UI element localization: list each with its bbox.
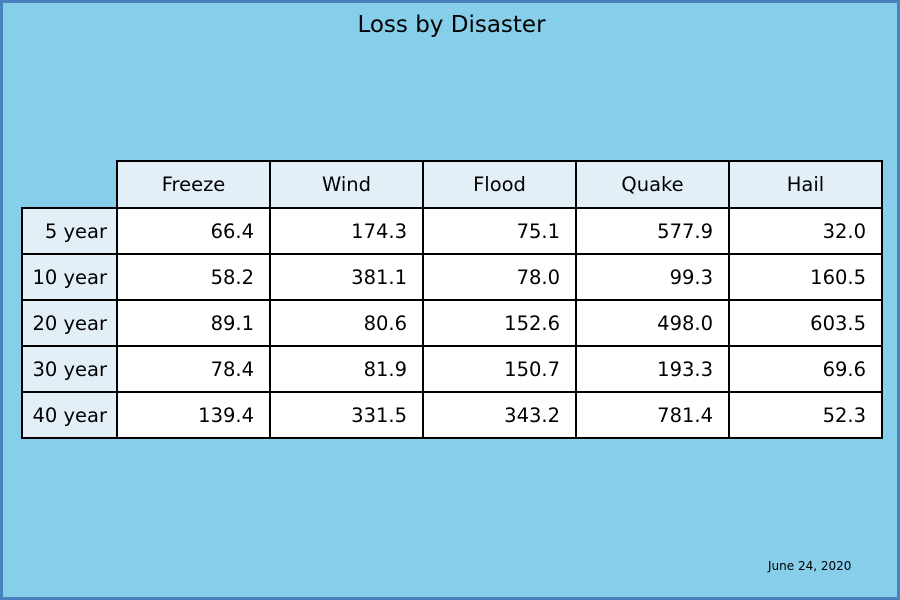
table-cell: 32.0	[728, 207, 883, 255]
table-cell: 577.9	[575, 207, 730, 255]
table-cell: 75.1	[422, 207, 577, 255]
table-row: 10 year 58.2 381.1 78.0 99.3 160.5	[21, 253, 883, 301]
table-cell: 69.6	[728, 345, 883, 393]
column-header-flood: Flood	[422, 160, 577, 209]
table-cell: 174.3	[269, 207, 424, 255]
column-header-wind: Wind	[269, 160, 424, 209]
table-cell: 80.6	[269, 299, 424, 347]
table-row: 5 year 66.4 174.3 75.1 577.9 32.0	[21, 207, 883, 255]
table-cell: 52.3	[728, 391, 883, 439]
table-cell: 89.1	[116, 299, 271, 347]
table-cell: 781.4	[575, 391, 730, 439]
table-cell: 160.5	[728, 253, 883, 301]
loss-table: Freeze Wind Flood Quake Hail 5 year 66.4…	[21, 160, 883, 439]
table-cell: 331.5	[269, 391, 424, 439]
table-cell: 66.4	[116, 207, 271, 255]
row-header: 30 year	[21, 345, 118, 393]
column-header-hail: Hail	[728, 160, 883, 209]
row-header: 20 year	[21, 299, 118, 347]
table-header-row: Freeze Wind Flood Quake Hail	[22, 160, 883, 209]
row-header: 5 year	[21, 207, 118, 255]
row-header: 10 year	[21, 253, 118, 301]
row-header: 40 year	[21, 391, 118, 439]
table-cell: 139.4	[116, 391, 271, 439]
table-cell: 78.0	[422, 253, 577, 301]
table-cell: 603.5	[728, 299, 883, 347]
table-cell: 152.6	[422, 299, 577, 347]
table-row: 30 year 78.4 81.9 150.7 193.3 69.6	[21, 345, 883, 393]
table-cell: 78.4	[116, 345, 271, 393]
table-cell: 343.2	[422, 391, 577, 439]
table-cell: 193.3	[575, 345, 730, 393]
column-header-freeze: Freeze	[116, 160, 271, 209]
table-cell: 498.0	[575, 299, 730, 347]
footer-date: June 24, 2020	[768, 559, 852, 573]
table-corner	[22, 161, 117, 208]
table-cell: 381.1	[269, 253, 424, 301]
table-cell: 58.2	[116, 253, 271, 301]
table-cell: 150.7	[422, 345, 577, 393]
table-row: 40 year 139.4 331.5 343.2 781.4 52.3	[21, 391, 883, 439]
column-header-quake: Quake	[575, 160, 730, 209]
table-cell: 99.3	[575, 253, 730, 301]
table-row: 20 year 89.1 80.6 152.6 498.0 603.5	[21, 299, 883, 347]
chart-title: Loss by Disaster	[357, 12, 546, 38]
table-cell: 81.9	[269, 345, 424, 393]
